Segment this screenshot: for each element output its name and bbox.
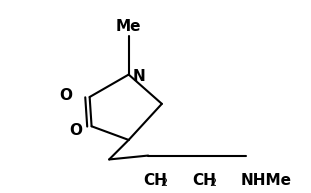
Text: N: N (132, 69, 145, 84)
Text: Me: Me (116, 19, 142, 34)
Text: O: O (59, 88, 72, 102)
Text: 2: 2 (209, 178, 216, 188)
Text: NHMe: NHMe (241, 173, 292, 188)
Text: 2: 2 (160, 178, 167, 188)
Text: O: O (69, 123, 82, 138)
Text: CH: CH (143, 173, 167, 188)
Text: CH: CH (192, 173, 216, 188)
